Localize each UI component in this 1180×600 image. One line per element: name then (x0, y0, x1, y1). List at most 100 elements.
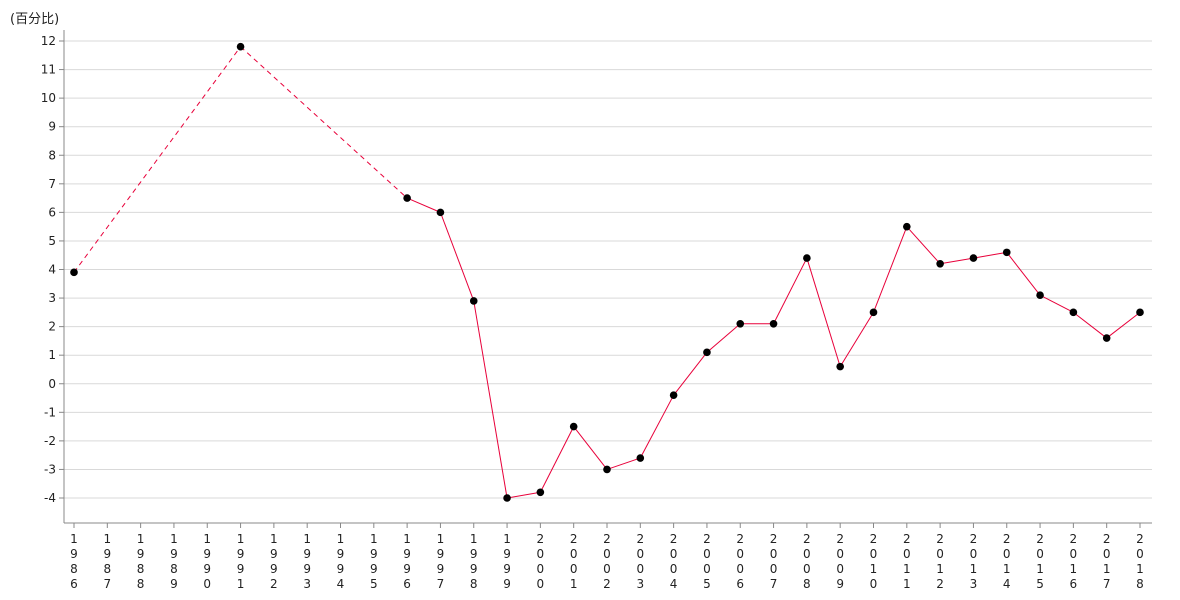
y-tick-label: 9 (48, 120, 56, 134)
series-segment (839, 312, 874, 367)
data-point (403, 194, 411, 202)
data-point (636, 454, 645, 462)
series-segment-dashed (73, 46, 241, 273)
series-segment (506, 491, 541, 499)
data-point (1102, 334, 1111, 342)
data-point (536, 488, 545, 497)
y-tick-label: 12 (41, 34, 56, 48)
series-segment (473, 300, 508, 499)
series-segment (673, 352, 708, 396)
data-point (869, 308, 878, 317)
series-segment (1106, 311, 1141, 339)
data-point (769, 319, 778, 328)
series-segment (639, 394, 675, 459)
data-point (736, 319, 745, 328)
data-point (1036, 291, 1044, 300)
data-point (70, 268, 78, 277)
y-tick-label: 3 (48, 291, 56, 305)
data-point (936, 259, 944, 268)
data-point (603, 465, 611, 474)
series-segment (706, 323, 741, 353)
series-segment (439, 212, 475, 302)
data-point (669, 391, 678, 399)
y-tick-label: 1 (48, 348, 56, 362)
data-point (903, 222, 911, 231)
y-tick-label: -3 (44, 462, 56, 476)
data-point (1002, 248, 1011, 257)
y-tick-label: 2 (48, 320, 56, 334)
y-tick-label: 11 (41, 63, 56, 77)
data-point (503, 494, 511, 502)
data-point (969, 254, 978, 262)
series-segment (539, 426, 575, 493)
series-segment (1006, 252, 1041, 296)
data-point (803, 254, 811, 262)
y-axis-unit-label: (百分比) (10, 12, 60, 27)
y-tick-label: 10 (41, 91, 56, 105)
series-segment (806, 257, 841, 367)
y-tick-label: 6 (48, 205, 56, 219)
series-segment (906, 226, 941, 265)
data-point (703, 348, 711, 357)
data-point (1136, 308, 1144, 317)
series-segment (1073, 311, 1107, 339)
y-tick-label: 0 (48, 377, 56, 391)
series-segment (573, 426, 608, 470)
data-point (836, 362, 844, 371)
data-point (1069, 308, 1078, 317)
y-tick-label: -2 (44, 434, 56, 448)
data-point (236, 42, 245, 51)
series-segment (773, 257, 808, 324)
series-segment (606, 457, 641, 470)
data-point (469, 297, 478, 305)
y-tick-label: -1 (44, 405, 56, 419)
series-segment (1039, 294, 1074, 313)
y-tick-label: -4 (44, 491, 56, 505)
data-point (569, 422, 578, 431)
y-tick-label: 7 (48, 177, 56, 191)
series-segment (940, 257, 974, 265)
y-tick-label: 5 (48, 234, 56, 248)
series-segment (406, 197, 441, 213)
data-point (436, 208, 445, 217)
series-segment-dashed (240, 46, 408, 199)
series-segment (873, 226, 908, 313)
y-tick-label: 4 (48, 263, 56, 277)
series-segment (973, 251, 1007, 259)
y-tick-label: 8 (48, 148, 56, 162)
